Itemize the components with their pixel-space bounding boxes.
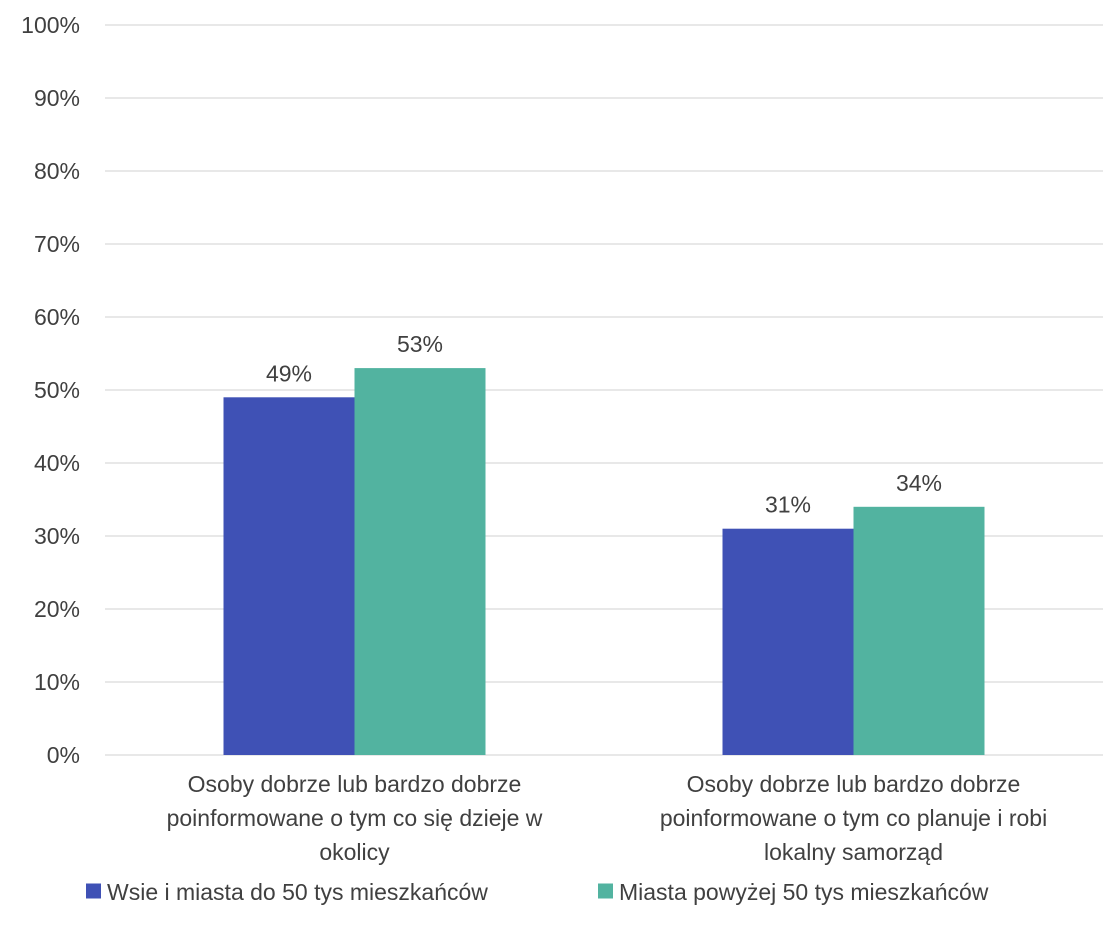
y-tick-label: 10% — [34, 669, 80, 695]
y-tick-label: 80% — [34, 158, 80, 184]
bars — [223, 368, 985, 755]
legend-swatch — [598, 883, 613, 899]
legend: Wsie i miasta do 50 tys mieszkańców Miast… — [86, 879, 989, 905]
bar — [853, 506, 985, 755]
legend-label: Wsie i miasta do 50 tys mieszkańców — [107, 879, 488, 905]
y-tick-label: 70% — [34, 231, 80, 257]
y-tick-label: 60% — [34, 304, 80, 330]
x-tick-label: Osoby dobrze lub bardzo dobrze poinformow… — [660, 771, 1047, 865]
data-label: 34% — [896, 470, 942, 496]
data-label: 53% — [397, 331, 443, 357]
x-axis-category-labels: Osoby dobrze lub bardzo dobrze poinformow… — [167, 771, 1048, 865]
y-tick-label: 100% — [21, 12, 80, 38]
bar — [354, 368, 486, 755]
y-tick-label: 30% — [34, 523, 80, 549]
legend-swatch — [86, 883, 101, 899]
y-tick-label: 20% — [34, 596, 80, 622]
data-labels: 49% 53% 31% 34% — [266, 331, 942, 518]
bar — [722, 528, 854, 755]
y-tick-label: 0% — [47, 742, 80, 768]
data-label: 49% — [266, 360, 312, 386]
bar — [223, 397, 355, 755]
y-axis-tick-labels: 0% 10% 20% 30% 40% 50% 60% 70% 80% 90% 100% — [21, 12, 80, 768]
y-tick-label: 90% — [34, 85, 80, 111]
y-tick-label: 40% — [34, 450, 80, 476]
legend-label: Miasta powyżej 50 tys mieszkańców — [619, 879, 989, 905]
x-tick-label: Osoby dobrze lub bardzo dobrze poinformow… — [167, 771, 543, 865]
data-label: 31% — [765, 492, 811, 518]
y-tick-label: 50% — [34, 377, 80, 403]
